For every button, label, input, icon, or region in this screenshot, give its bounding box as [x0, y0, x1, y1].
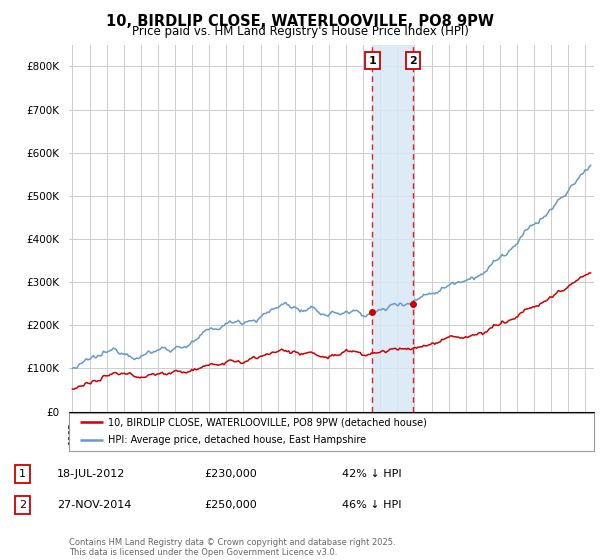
- Text: £250,000: £250,000: [204, 500, 257, 510]
- Text: Contains HM Land Registry data © Crown copyright and database right 2025.
This d: Contains HM Land Registry data © Crown c…: [69, 538, 395, 557]
- Text: 2: 2: [19, 500, 26, 510]
- Text: 42% ↓ HPI: 42% ↓ HPI: [342, 469, 401, 479]
- Text: 10, BIRDLIP CLOSE, WATERLOOVILLE, PO8 9PW (detached house): 10, BIRDLIP CLOSE, WATERLOOVILLE, PO8 9P…: [109, 417, 427, 427]
- Text: Price paid vs. HM Land Registry's House Price Index (HPI): Price paid vs. HM Land Registry's House …: [131, 25, 469, 38]
- Text: 2: 2: [409, 56, 417, 66]
- Text: 10, BIRDLIP CLOSE, WATERLOOVILLE, PO8 9PW: 10, BIRDLIP CLOSE, WATERLOOVILLE, PO8 9P…: [106, 14, 494, 29]
- Text: HPI: Average price, detached house, East Hampshire: HPI: Average price, detached house, East…: [109, 435, 367, 445]
- Text: 1: 1: [19, 469, 26, 479]
- Text: 1: 1: [368, 56, 376, 66]
- Bar: [373, 45, 413, 412]
- Text: 18-JUL-2012: 18-JUL-2012: [57, 469, 125, 479]
- Text: 46% ↓ HPI: 46% ↓ HPI: [342, 500, 401, 510]
- Text: £230,000: £230,000: [204, 469, 257, 479]
- Text: 27-NOV-2014: 27-NOV-2014: [57, 500, 131, 510]
